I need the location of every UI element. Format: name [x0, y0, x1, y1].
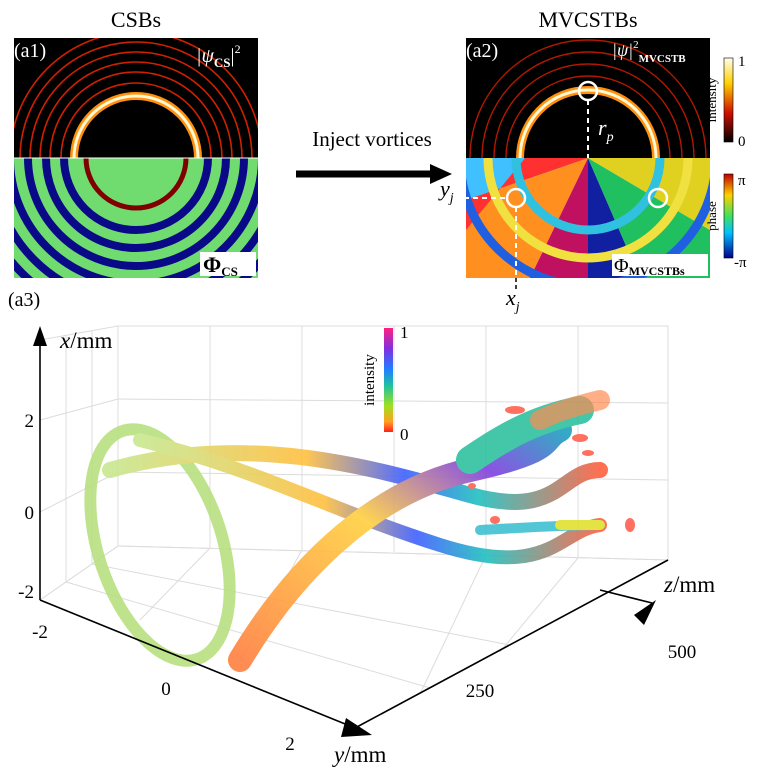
colorbar-tick: 1: [738, 54, 746, 70]
panel-label: (a2): [466, 40, 498, 62]
label-sub: MVCSTBs: [629, 264, 685, 278]
label-sub: p: [606, 130, 614, 145]
label-sub: j: [514, 300, 520, 315]
colorbar-title: intensity: [362, 354, 378, 406]
axis-var: z: [663, 572, 673, 597]
label-sub: MVCSTB: [639, 53, 687, 65]
phase-label: ΦMVCSTBs: [614, 255, 685, 278]
label-part: x: [505, 285, 516, 310]
label-part: Φ: [203, 252, 221, 277]
x-label: xj: [505, 285, 520, 315]
panel-a1: (a1) |ψCS|2 ΦCS: [14, 38, 258, 279]
label-part: |ψ: [196, 45, 214, 67]
axis-unit: /mm: [70, 328, 112, 353]
colorbar: [723, 173, 734, 259]
colorbar-tick: π: [738, 173, 746, 189]
axis-title: x/mm: [59, 328, 112, 353]
axis-title: z/mm: [663, 572, 715, 597]
phase-label: ΦCS: [203, 252, 238, 279]
colorbar-tick: 0: [400, 425, 409, 444]
panel-a2: (a2) |ψ|2MVCSTB rp yj xj ΦMVCSTBs intens…: [438, 38, 747, 315]
label-sup: 2: [235, 42, 241, 56]
panel-label: (a3): [8, 289, 40, 311]
axis-var: x: [59, 328, 71, 353]
tick-label: -2: [18, 582, 34, 603]
intensity-label: |ψCS|2: [196, 42, 241, 70]
tick-label: 2: [285, 734, 295, 755]
panel-label: (a1): [14, 40, 46, 62]
label-sub: CS: [221, 264, 238, 279]
arrow: [296, 164, 452, 184]
label-sub: j: [448, 191, 454, 206]
tick-label: 0: [25, 503, 35, 524]
axis-var: y: [332, 742, 345, 767]
axis-unit: /mm: [344, 742, 386, 767]
tick-label: 500: [668, 642, 697, 663]
radius-label: rp: [598, 115, 614, 145]
label-sub: CS: [214, 55, 231, 70]
axis-unit: /mm: [673, 572, 715, 597]
heading: MVCSTBs: [538, 7, 637, 32]
label-part: Φ: [614, 255, 629, 277]
label-part: |ψ|: [612, 40, 633, 60]
colorbar-tick: -π: [734, 255, 747, 271]
tick-label: 0: [161, 679, 171, 700]
label-part: y: [438, 176, 450, 201]
tick-label: -2: [32, 622, 48, 643]
tick-label: 2: [25, 411, 35, 432]
panel-a3: intensity 1 0 x/mm 2 0 -2 -2 0 2 y/mm 25…: [18, 323, 715, 767]
label-sup: 2: [633, 39, 639, 51]
colorbar-tick: 1: [400, 323, 409, 342]
colorbar-title: intensity: [704, 77, 719, 122]
label-part: |: [231, 45, 235, 67]
colorbar: [384, 328, 393, 432]
colorbar-tick: 0: [738, 134, 746, 150]
colorbar-title: phase: [704, 201, 719, 231]
axis-title: y/mm: [332, 742, 386, 767]
heading: CSBs: [111, 7, 161, 32]
label-part: r: [598, 115, 607, 140]
intensity-label: |ψ|2MVCSTB: [612, 39, 686, 65]
arrow-label: Inject vortices: [312, 127, 432, 151]
colorbar: [723, 57, 734, 143]
y-label: yj: [438, 176, 454, 206]
tick-label: 250: [466, 681, 495, 702]
